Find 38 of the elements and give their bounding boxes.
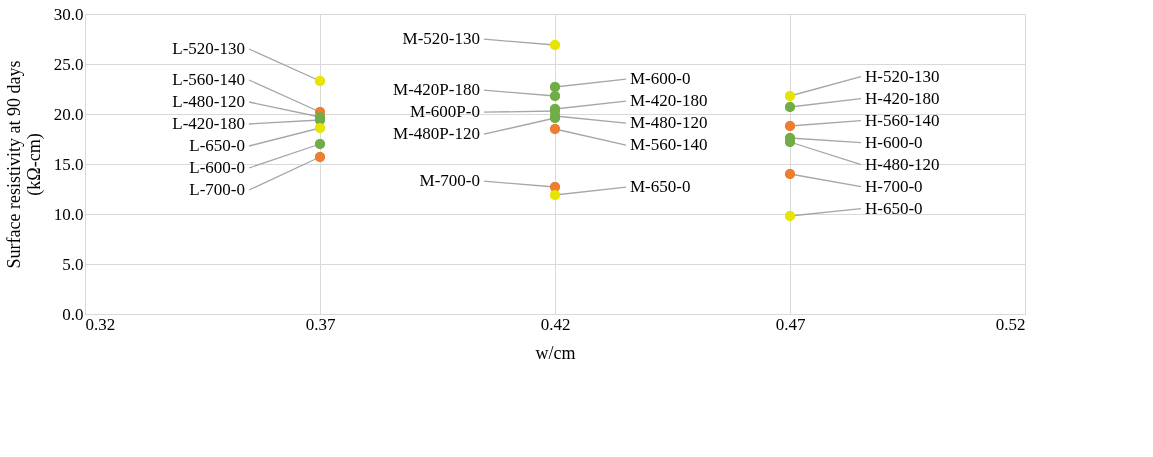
annotation: H-420-180 xyxy=(865,88,940,108)
annotation: L-420-180 xyxy=(172,114,245,133)
x-tick-label: 0.52 xyxy=(995,314,1026,334)
x-axis-title: w/cm xyxy=(535,342,576,363)
annotation: M-480P-120 xyxy=(393,124,480,144)
annotation: L-480-120 xyxy=(172,92,245,111)
annotation: H-520-130 xyxy=(865,66,940,86)
annotation: M-700-0 xyxy=(419,171,480,191)
annotation: L-520-130 xyxy=(172,39,245,58)
x-tick-label: 0.42 xyxy=(540,314,571,334)
annotation: L-700-0 xyxy=(189,180,245,199)
annotation: M-480-120 xyxy=(630,113,708,133)
y-axis-title: Surface resistivity at 90 days (kΩ-cm) xyxy=(3,60,45,269)
annotation: M-600-0 xyxy=(630,69,691,89)
y-tick-label: 5.0 xyxy=(62,254,84,274)
y-tick-label: 25.0 xyxy=(53,54,84,74)
y-tick-label: 0.0 xyxy=(62,304,84,324)
annotation: M-520-130 xyxy=(402,29,480,49)
annotation: L-560-140 xyxy=(172,70,245,89)
annotation: L-600-0 xyxy=(189,158,245,177)
annotation: H-560-140 xyxy=(865,110,940,130)
annotation: M-650-0 xyxy=(630,177,691,197)
y-tick-label: 20.0 xyxy=(53,104,84,124)
y-tick-label: 30.0 xyxy=(53,4,84,24)
y-tick-label: 10.0 xyxy=(53,204,84,224)
x-tick-label: 0.32 xyxy=(85,314,116,334)
annotation: L-650-0 xyxy=(189,136,245,155)
annotation: M-560-140 xyxy=(630,135,708,155)
annotation: H-650-0 xyxy=(865,198,923,218)
annotation: H-700-0 xyxy=(865,176,923,196)
y-tick-label: 15.0 xyxy=(53,154,84,174)
annotation: H-480-120 xyxy=(865,154,940,174)
annotation: H-600-0 xyxy=(865,132,923,152)
x-tick-label: 0.47 xyxy=(775,314,806,334)
annotation: M-420-180 xyxy=(630,91,708,111)
annotation: M-600P-0 xyxy=(410,102,480,122)
annotation: M-420P-180 xyxy=(393,80,480,100)
x-tick-label: 0.37 xyxy=(305,314,336,334)
